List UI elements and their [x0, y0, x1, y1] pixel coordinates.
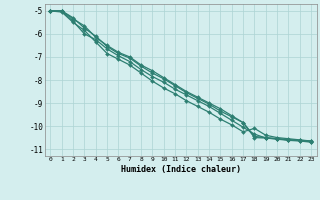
X-axis label: Humidex (Indice chaleur): Humidex (Indice chaleur)	[121, 165, 241, 174]
